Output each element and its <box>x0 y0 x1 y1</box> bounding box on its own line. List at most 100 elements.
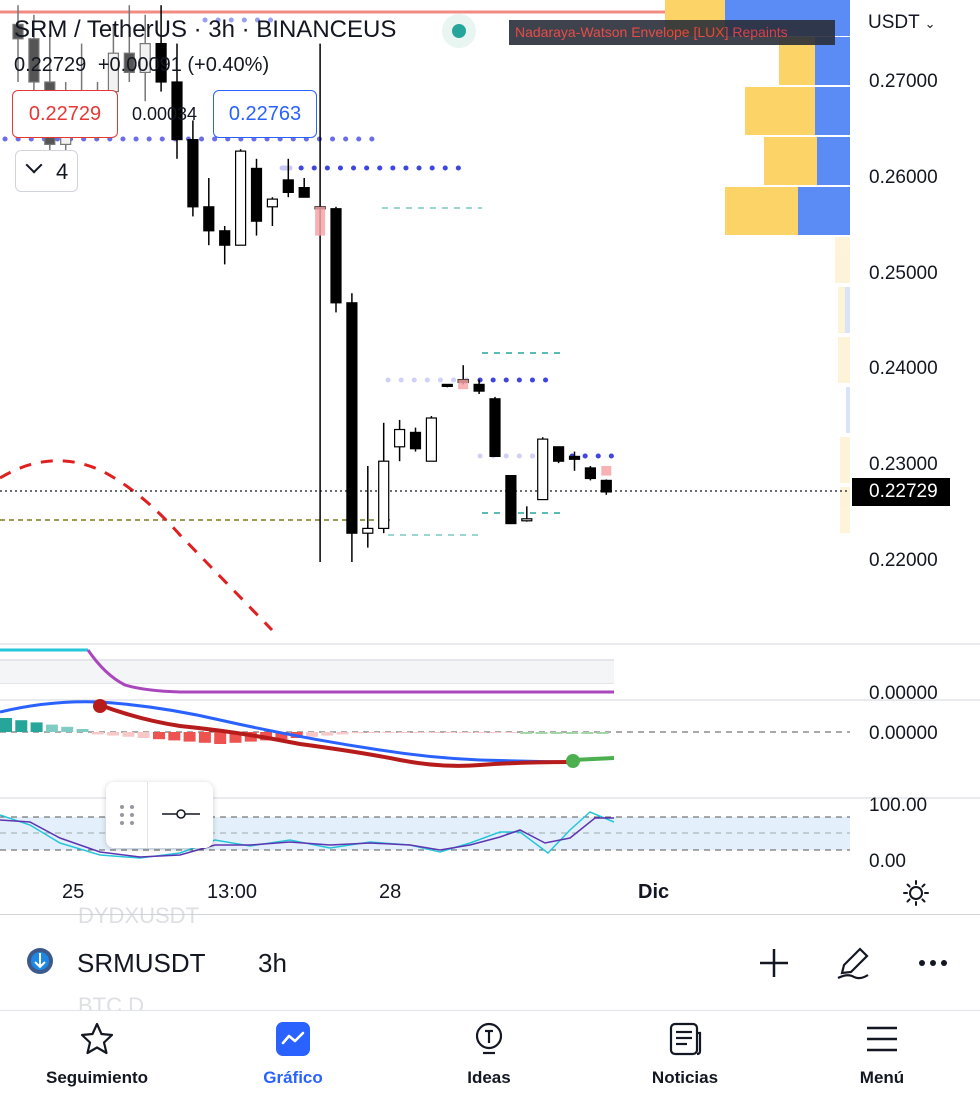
nav-item-ideas[interactable]: Ideas <box>414 1011 564 1095</box>
macd-histogram-bar <box>504 732 517 733</box>
candle-down <box>171 81 183 141</box>
highlight-candle <box>601 466 612 476</box>
macd-histogram-bar <box>122 732 135 737</box>
candle-down <box>219 230 231 246</box>
symbol-bar: DYDXUSDT SRMUSDT 3h BTC.D <box>0 903 980 1018</box>
spread-value: 0.00034 <box>132 104 198 124</box>
symbol-name[interactable]: SRMUSDT <box>77 948 206 978</box>
pane3-axis-tick: 0.00000 <box>869 723 938 744</box>
indicators-count: 4 <box>56 159 69 184</box>
macd-histogram-bar <box>489 732 502 733</box>
candle-up <box>266 198 278 208</box>
nav-item-seguimiento[interactable]: Seguimiento <box>22 1011 172 1095</box>
drawing-toolbar-widget[interactable] <box>106 782 213 848</box>
pencil-icon <box>837 947 869 980</box>
candle-down <box>203 206 215 232</box>
macd-histogram-bar <box>443 732 456 733</box>
macd-histogram-bar <box>137 732 150 738</box>
market-open-indicator <box>442 14 476 48</box>
price-axis-tick: 0.24000 <box>869 358 938 379</box>
chart-icon <box>276 1022 310 1056</box>
macd-histogram-bar <box>107 732 120 736</box>
candle-down <box>187 139 199 208</box>
candle-down <box>584 467 597 480</box>
candle-down <box>568 455 581 460</box>
envelope-curve <box>0 459 274 632</box>
chevron-down-icon: ⌄ <box>924 16 936 31</box>
price-summary: 0.22729 +0.00091 (+0.40%) <box>14 54 269 77</box>
more-button[interactable] <box>913 943 953 983</box>
nav-label: Menú <box>859 1068 905 1087</box>
vp-bar-up <box>745 87 815 135</box>
candle-up <box>235 150 247 246</box>
star-icon <box>80 1022 114 1055</box>
candle-up <box>394 428 406 448</box>
macd-histogram-bar <box>397 732 410 733</box>
macd-cross-dot <box>566 754 580 768</box>
macd-histogram-bar <box>0 718 12 732</box>
macd-histogram-bar <box>229 732 242 743</box>
price-axis-tick: 0.27000 <box>869 71 938 92</box>
candle-down <box>505 475 517 525</box>
macd-histogram-bar <box>459 732 471 733</box>
interval-selector[interactable]: 3h <box>258 948 287 978</box>
indicators-toggle-button[interactable]: 4 <box>15 150 78 192</box>
sell-button[interactable]: 0.22729 <box>12 90 118 138</box>
volume-profile-lower <box>835 237 850 533</box>
vp-bar-up <box>764 137 817 185</box>
macd-histogram-bar <box>275 732 288 740</box>
nav-item-menu[interactable]: Menú <box>807 1011 957 1095</box>
theme-toggle-icon[interactable] <box>903 880 929 906</box>
horizontal-line-tool-icon[interactable] <box>150 782 213 848</box>
macd-histogram-bar <box>428 732 441 733</box>
nav-label: Ideas <box>467 1068 511 1087</box>
candle-down <box>409 431 422 450</box>
nav-label: Seguimiento <box>45 1068 148 1087</box>
more-dots-icon <box>919 960 947 966</box>
price-axis-tick: 0.22000 <box>869 550 938 571</box>
chart-title[interactable]: SRM / TetherUS · 3h · BINANCEUS <box>14 16 397 43</box>
macd-histogram-bar <box>382 732 395 733</box>
macd-histogram-bar <box>153 732 165 740</box>
chevron-down-icon <box>25 156 43 174</box>
candles <box>12 5 612 562</box>
price-change: +0.00091 (+0.40%) <box>97 54 270 76</box>
candle-down <box>155 42 167 83</box>
vp-bar-down <box>815 37 850 85</box>
candle-up <box>537 438 549 501</box>
indicator-label[interactable]: Nadaraya-Watson Envelope [LUX] Repaints <box>509 20 835 45</box>
candle-down <box>12 23 24 40</box>
pane2-band <box>0 661 614 683</box>
divider <box>0 914 980 915</box>
price-axis-tick: 0.23000 <box>869 454 938 475</box>
buy-button[interactable]: 0.22763 <box>213 90 317 138</box>
chart-area[interactable]: SRM / TetherUS · 3h · BINANCEUS Nadaraya… <box>0 0 980 915</box>
time-axis-tick: 25 <box>62 881 85 903</box>
macd-histogram-bar <box>214 732 227 744</box>
news-icon <box>669 1022 702 1056</box>
macd-histogram-bar <box>183 732 196 742</box>
candle-up <box>362 527 374 534</box>
macd-histogram-bar <box>61 726 74 732</box>
candle-down <box>298 187 310 198</box>
price-chart[interactable] <box>0 0 980 915</box>
macd-signal-line <box>0 700 561 764</box>
stoch-d-line <box>0 817 614 858</box>
nav-item-noticias[interactable]: Noticias <box>610 1011 760 1095</box>
vp-bar-up <box>779 37 815 85</box>
candle-down <box>28 38 40 83</box>
nav-item-grafico[interactable]: Gráfico <box>218 1011 368 1095</box>
plus-icon <box>760 949 788 977</box>
macd-histogram-bar <box>91 732 104 735</box>
add-button[interactable] <box>754 943 794 983</box>
macd-histogram-bar <box>321 732 334 736</box>
candle-up <box>378 460 390 530</box>
pane4-axis-tick: 0.00 <box>869 851 906 872</box>
drawing-tools-button[interactable] <box>834 943 874 983</box>
currency-selector[interactable]: USDT ⌄ <box>868 12 936 33</box>
candle-up <box>139 42 151 73</box>
macd-histogram-bar <box>413 732 426 733</box>
vp-bar-faded <box>846 387 850 433</box>
candle-down <box>473 383 485 392</box>
drag-handle-icon[interactable] <box>106 782 148 848</box>
